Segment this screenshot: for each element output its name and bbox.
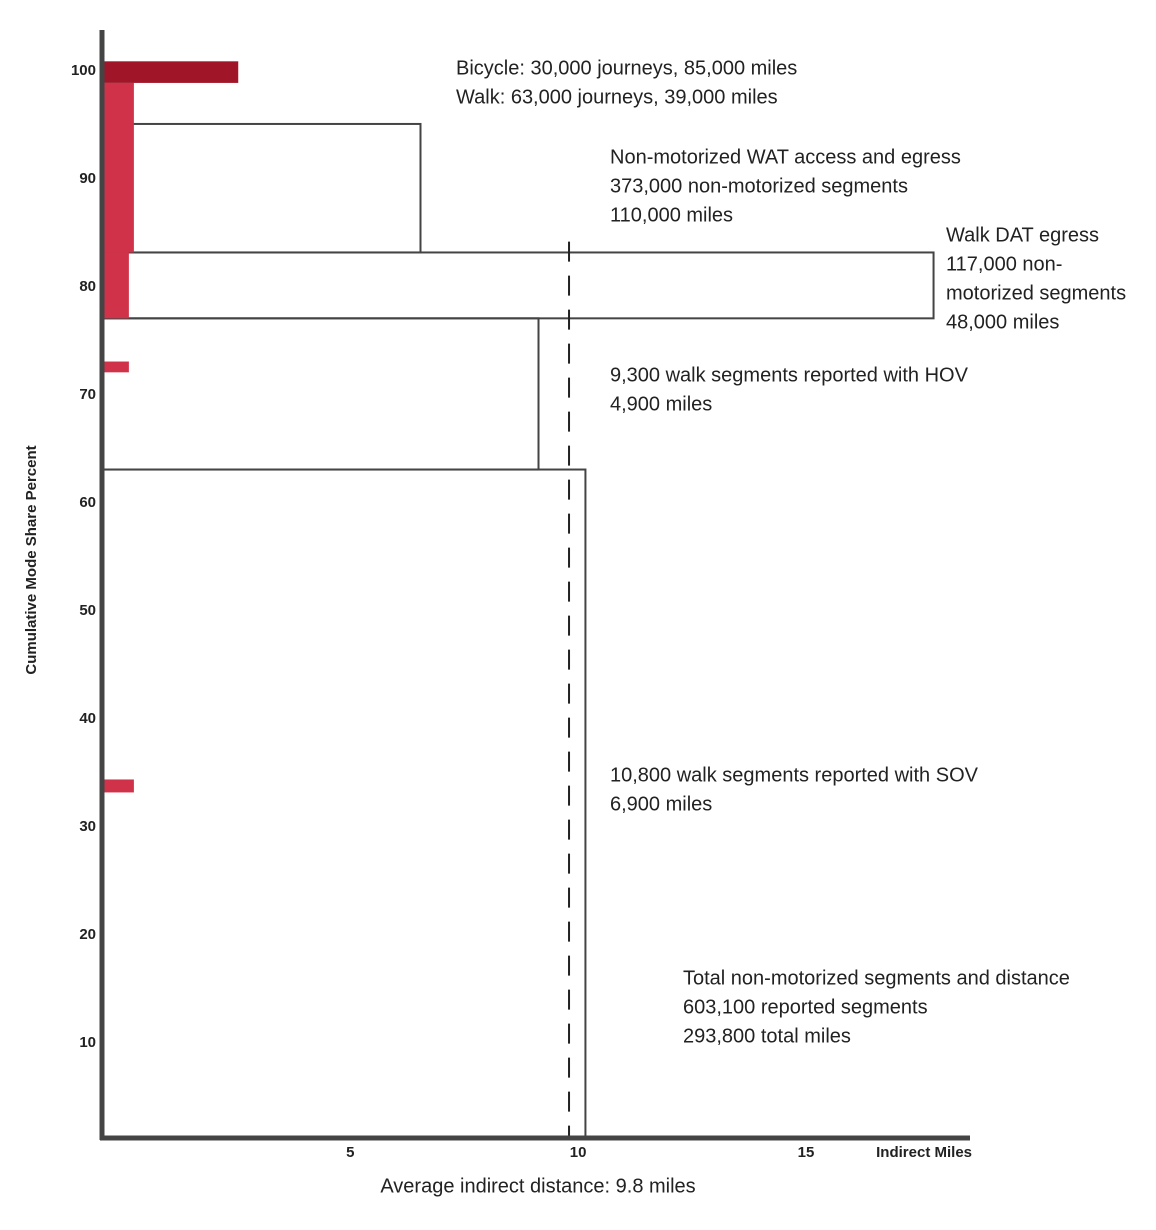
box: [101, 122, 422, 254]
annotation: 603,100 reported segments: [683, 996, 928, 1018]
annotation: 48,000 miles: [946, 311, 1059, 333]
x-tick-label: 5: [346, 1144, 354, 1161]
annotation: 10,800 walk segments reported with SOV: [610, 764, 979, 786]
y-tick-label: 90: [79, 170, 96, 187]
y-tick-label: 60: [79, 494, 96, 511]
bar: [102, 82, 134, 253]
x-axis-title: Indirect Miles: [876, 1144, 972, 1161]
annotation: 373,000 non-motorized segments: [610, 175, 908, 197]
y-tick-label: 20: [79, 926, 96, 943]
annotation: Non-motorized WAT access and egress: [610, 146, 961, 168]
annotation: Total non-motorized segments and distanc…: [683, 967, 1070, 989]
annotation: 9,300 walk segments reported with HOV: [610, 364, 969, 386]
annotation: 293,800 total miles: [683, 1025, 851, 1047]
bar: [102, 252, 129, 319]
box: [101, 251, 935, 320]
x-tick-label: 10: [570, 1144, 587, 1161]
annotation: 117,000 non-: [946, 253, 1062, 275]
x-tick-label: 15: [798, 1144, 815, 1161]
average-caption: Average indirect distance: 9.8 miles: [380, 1175, 695, 1197]
annotation: 6,900 miles: [610, 793, 712, 815]
bar: [102, 361, 129, 373]
y-tick-label: 30: [79, 818, 96, 835]
annotation: Walk DAT egress: [946, 224, 1099, 246]
bar: [102, 61, 239, 83]
y-tick-label: 50: [79, 602, 96, 619]
y-tick-label: 100: [71, 62, 96, 79]
annotation: Walk: 63,000 journeys, 39,000 miles: [456, 86, 778, 108]
y-axis-title: Cumulative Mode Share Percent: [23, 445, 40, 674]
annotation: 4,900 miles: [610, 393, 712, 415]
y-tick-label: 70: [79, 386, 96, 403]
y-tick-label: 40: [79, 710, 96, 727]
y-tick-label: 80: [79, 278, 96, 295]
annotation: 110,000 miles: [610, 204, 733, 226]
bar: [102, 779, 134, 793]
box: [101, 317, 540, 471]
box: [101, 468, 587, 1139]
annotation: motorized segments: [946, 282, 1126, 304]
annotation: Bicycle: 30,000 journeys, 85,000 miles: [456, 57, 797, 79]
y-tick-label: 10: [79, 1034, 96, 1051]
